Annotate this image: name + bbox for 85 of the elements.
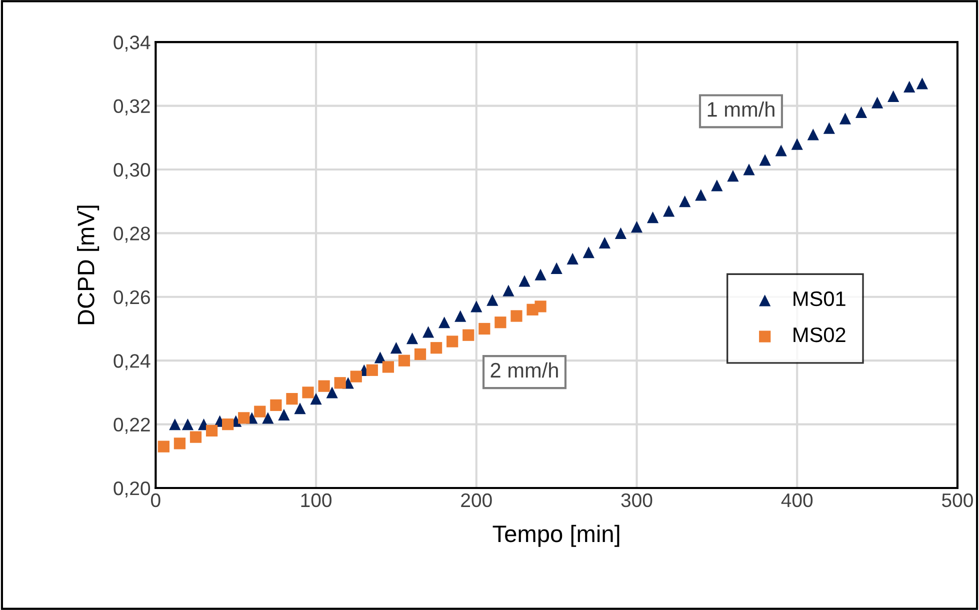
- point: [262, 412, 274, 424]
- point: [366, 364, 378, 376]
- point: [839, 112, 852, 124]
- y-tick-label: 0,26: [114, 290, 150, 306]
- x-tick-label: 500: [942, 493, 973, 508]
- x-tick-label: 400: [781, 493, 813, 508]
- point: [446, 336, 458, 348]
- point: [190, 431, 202, 443]
- point: [855, 106, 868, 118]
- annotation: 2 mm/h: [490, 362, 558, 378]
- point: [888, 90, 900, 102]
- point: [916, 78, 928, 90]
- point: [430, 342, 442, 354]
- point: [582, 246, 594, 258]
- point: [646, 211, 659, 224]
- x-tick-label: 0: [151, 493, 160, 508]
- point: [791, 138, 803, 150]
- x-tick-label: 100: [301, 493, 332, 508]
- y-tick-label: 0,24: [114, 354, 150, 370]
- x-axis-title: Tempo [min]: [492, 524, 620, 547]
- point: [759, 154, 771, 166]
- point: [438, 316, 450, 328]
- point: [310, 393, 322, 405]
- point: [871, 96, 884, 108]
- x-tick-label: 200: [461, 493, 492, 508]
- point: [398, 354, 410, 366]
- point: [478, 322, 490, 335]
- point: [278, 408, 290, 421]
- point: [534, 300, 546, 312]
- point: [390, 342, 402, 354]
- x-tick-label: 300: [621, 493, 652, 508]
- point: [663, 205, 675, 217]
- point: [823, 122, 835, 134]
- y-tick-label: 0,34: [114, 36, 150, 52]
- point: [238, 412, 250, 424]
- point: [566, 252, 578, 264]
- point: [334, 377, 346, 389]
- point: [382, 361, 394, 373]
- point: [350, 370, 362, 382]
- point: [462, 329, 474, 341]
- point: [486, 294, 498, 306]
- point: [807, 128, 819, 140]
- point: [743, 164, 755, 176]
- point: [302, 386, 314, 398]
- point: [679, 196, 691, 208]
- point: [614, 227, 627, 240]
- point: [502, 284, 514, 296]
- point: [711, 180, 723, 192]
- legend-label: MS02: [794, 327, 846, 342]
- point: [470, 300, 482, 312]
- point: [695, 189, 707, 201]
- annotation: 1 mm/h: [708, 101, 774, 117]
- y-tick-label: 0,20: [114, 481, 150, 498]
- y-tick-label: 0,32: [114, 99, 150, 116]
- point: [270, 399, 282, 411]
- point: [534, 268, 546, 280]
- point: [182, 418, 194, 430]
- point: [518, 275, 530, 287]
- point: [510, 310, 522, 322]
- point: [414, 348, 426, 360]
- point: [454, 310, 466, 322]
- point: [550, 262, 562, 274]
- point: [630, 221, 643, 233]
- point: [206, 424, 218, 436]
- point: [222, 418, 234, 430]
- y-tick-label: 0,28: [114, 226, 150, 243]
- point: [406, 332, 418, 344]
- y-axis-title: DCPD [mV]: [77, 206, 100, 324]
- point: [174, 438, 186, 450]
- point: [158, 440, 170, 452]
- legend-label: MS01: [794, 291, 846, 306]
- y-tick-label: 0,30: [114, 162, 150, 180]
- point: [904, 80, 916, 92]
- point: [254, 406, 266, 418]
- point: [318, 380, 330, 392]
- point: [169, 418, 181, 430]
- point: [775, 144, 787, 156]
- point: [326, 386, 338, 398]
- point: [494, 316, 506, 328]
- point: [422, 326, 434, 338]
- point: [286, 393, 298, 405]
- y-tick-label: 0,22: [114, 418, 150, 434]
- point: [727, 170, 739, 182]
- point: [294, 402, 306, 414]
- point: [598, 236, 610, 249]
